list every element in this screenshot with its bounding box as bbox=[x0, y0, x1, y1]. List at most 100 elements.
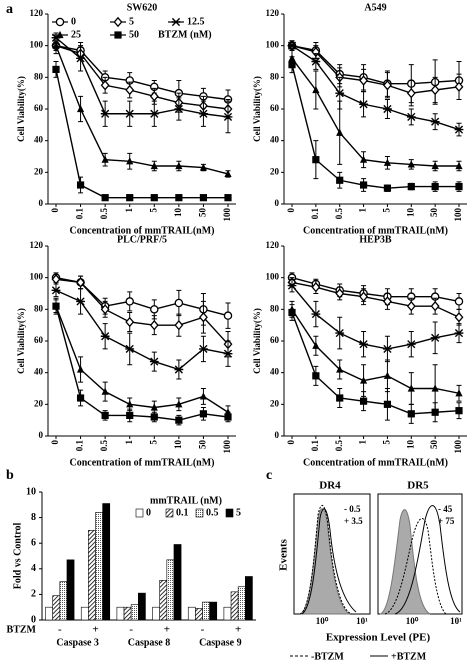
x-tick-label: 0 bbox=[286, 208, 296, 213]
marker bbox=[174, 365, 184, 374]
x-tick-label: - bbox=[129, 624, 133, 636]
y-axis-label: Cell Viability(%) bbox=[16, 76, 26, 142]
bar bbox=[223, 606, 232, 621]
marker bbox=[335, 89, 345, 98]
marker bbox=[150, 194, 158, 202]
x-tick-label: - bbox=[58, 624, 62, 636]
marker bbox=[430, 300, 440, 312]
marker bbox=[407, 182, 415, 191]
marker bbox=[287, 281, 297, 290]
marker bbox=[312, 372, 320, 380]
marker bbox=[199, 109, 208, 118]
marker bbox=[76, 54, 85, 63]
legend-label: 0.1 bbox=[176, 507, 189, 518]
marker bbox=[431, 161, 439, 170]
x-tick-label: 50 bbox=[197, 440, 207, 450]
x-tick-label: 0.5 bbox=[334, 208, 344, 220]
bar bbox=[209, 601, 218, 621]
x-tick-label: 1 bbox=[358, 208, 368, 213]
bar bbox=[152, 606, 160, 621]
marker bbox=[52, 41, 60, 49]
bar bbox=[123, 606, 132, 621]
marker bbox=[455, 161, 463, 170]
group-title: BTZM bbox=[7, 624, 37, 635]
y-tick-label: 0 bbox=[39, 430, 44, 440]
bar bbox=[187, 606, 196, 621]
marker bbox=[336, 365, 344, 373]
marker bbox=[359, 100, 368, 109]
y-tick-label: 40 bbox=[270, 367, 280, 377]
marker bbox=[149, 91, 159, 102]
marker bbox=[406, 300, 416, 312]
marker bbox=[335, 328, 345, 338]
y-tick-label: 20 bbox=[270, 166, 280, 176]
x-tick-label: 0 bbox=[50, 440, 60, 445]
marker bbox=[406, 340, 416, 349]
marker bbox=[100, 80, 110, 91]
legend-title: BTZM (nM) bbox=[158, 29, 212, 40]
x-tick-label: 0.1 bbox=[75, 440, 85, 452]
bar bbox=[159, 580, 168, 621]
group-label: Caspase 9 bbox=[199, 637, 242, 648]
marker bbox=[76, 277, 86, 288]
bar bbox=[237, 586, 246, 621]
x-tick-label: 0.5 bbox=[99, 440, 109, 452]
marker bbox=[430, 333, 440, 342]
y-tick-label: 80 bbox=[270, 303, 280, 313]
x-tick-label: - bbox=[201, 624, 205, 636]
x-tick-label: 1 bbox=[358, 440, 368, 445]
x-tick-label: 5 bbox=[148, 208, 158, 213]
y-tick-label: 6 bbox=[31, 537, 36, 548]
x-tick-label: 1 bbox=[124, 208, 134, 213]
legend-swatch bbox=[135, 508, 144, 518]
marker bbox=[224, 169, 232, 178]
bar bbox=[195, 608, 203, 621]
marker bbox=[430, 84, 440, 96]
marker bbox=[311, 309, 321, 319]
marker bbox=[101, 155, 109, 163]
marker bbox=[359, 181, 368, 189]
legend-marker bbox=[113, 16, 123, 28]
marker bbox=[383, 184, 392, 192]
marker bbox=[407, 384, 415, 392]
legend-marker bbox=[171, 17, 181, 27]
y-tick-label: 0 bbox=[31, 614, 36, 625]
bar bbox=[116, 606, 125, 621]
x-tick-label: + bbox=[235, 624, 241, 636]
series-line bbox=[55, 305, 229, 413]
legend-label: 0.5 bbox=[206, 507, 219, 518]
marker bbox=[455, 182, 463, 191]
bar bbox=[59, 581, 68, 621]
marker bbox=[359, 376, 368, 384]
series bbox=[52, 37, 232, 178]
marker bbox=[149, 357, 159, 366]
marker bbox=[383, 158, 392, 166]
legend-swatch bbox=[195, 508, 204, 518]
marker bbox=[52, 302, 60, 310]
bar bbox=[166, 559, 175, 621]
axis-line bbox=[47, 14, 236, 205]
marker bbox=[383, 371, 392, 379]
histogram-title: DR4 bbox=[319, 480, 341, 492]
marker bbox=[359, 75, 369, 86]
plus-btzm-histogram bbox=[394, 505, 461, 615]
marker bbox=[430, 117, 440, 126]
x-tick-label: + bbox=[92, 624, 98, 636]
marker bbox=[455, 407, 463, 415]
panel-c: DR4 DR5 - 0.5 + 3.5 - 45 + 75 Events 10⁰… bbox=[278, 480, 463, 662]
y-tick-label: 0 bbox=[275, 198, 280, 208]
x-tick-label: 10 bbox=[405, 208, 415, 218]
axis-line bbox=[283, 246, 467, 437]
bar bbox=[52, 595, 61, 621]
y-tick-label: 2 bbox=[31, 589, 36, 600]
legend-label: -BTZM bbox=[311, 651, 344, 662]
marker bbox=[150, 161, 158, 170]
marker bbox=[312, 156, 320, 164]
series bbox=[287, 40, 464, 107]
marker bbox=[149, 109, 159, 118]
marker bbox=[454, 312, 464, 323]
marker bbox=[175, 161, 183, 170]
marker bbox=[383, 344, 392, 354]
x-axis-label: Concentration of mmTRAIL(nM) bbox=[303, 225, 448, 236]
x-tick-label: 0 bbox=[286, 440, 296, 445]
